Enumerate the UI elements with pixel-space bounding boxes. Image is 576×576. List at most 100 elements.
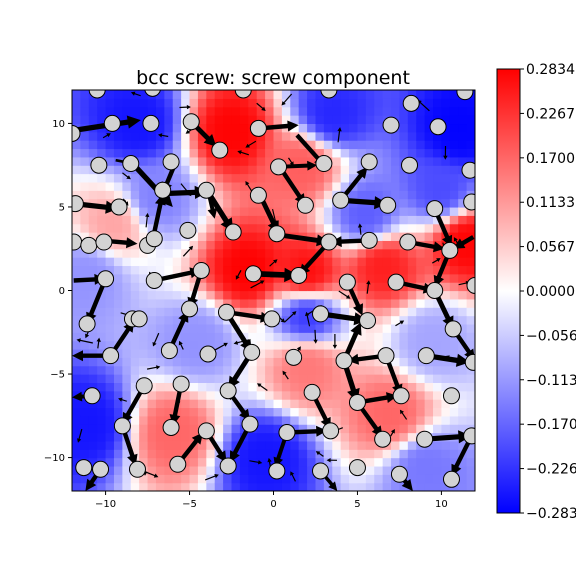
field-cell: [332, 432, 342, 442]
field-cell: [307, 315, 317, 325]
field-cell: [449, 298, 459, 308]
atom-marker: [102, 347, 120, 365]
field-cell: [197, 307, 207, 317]
field-cell: [349, 265, 359, 275]
field-cell: [374, 315, 384, 325]
field-cell: [130, 282, 140, 292]
field-cell: [80, 382, 90, 392]
small-displacement-arrow: [245, 140, 257, 148]
field-cell: [357, 248, 367, 258]
field-cell: [298, 307, 308, 317]
y-tick-label: −5: [50, 370, 65, 381]
field-cell: [147, 357, 157, 367]
field-cell: [139, 357, 149, 367]
field-cell: [273, 382, 283, 392]
field-cell: [256, 257, 266, 267]
field-cell: [307, 90, 317, 99]
field-cell: [139, 415, 149, 425]
field-cell: [273, 298, 283, 308]
displacement-arrows: [72, 91, 475, 491]
small-displacement-arrow: [118, 397, 127, 402]
field-cell: [466, 315, 475, 325]
field-cell: [72, 382, 81, 392]
field-cell: [466, 156, 475, 166]
field-cell: [214, 106, 224, 116]
field-cell: [231, 215, 241, 225]
field-cell: [323, 282, 333, 292]
field-cell: [113, 223, 123, 233]
field-cell: [72, 90, 81, 99]
field-cell: [105, 265, 115, 275]
field-cell: [256, 206, 266, 216]
field-cell: [72, 449, 81, 459]
field-cell: [181, 240, 191, 250]
field-cell: [147, 257, 157, 267]
field-cell: [189, 465, 199, 475]
field-cell: [416, 257, 426, 267]
field-cell: [239, 390, 249, 400]
field-cell: [357, 298, 367, 308]
field-cell: [357, 332, 367, 342]
field-cell: [105, 140, 115, 150]
field-cell: [382, 399, 392, 409]
field-cell: [365, 465, 375, 475]
field-cell: [147, 332, 157, 342]
field-cell: [323, 140, 333, 150]
field-cell: [105, 449, 115, 459]
field-cell: [399, 190, 409, 200]
field-cell: [113, 440, 123, 450]
field-cell: [239, 374, 249, 383]
field-cell: [374, 382, 384, 392]
field-cell: [197, 215, 207, 225]
field-cell: [273, 482, 283, 491]
field-cell: [399, 223, 409, 233]
field-cell: [281, 115, 291, 125]
field-cell: [332, 465, 342, 475]
field-cell: [113, 190, 123, 200]
field-cell: [315, 340, 325, 350]
field-cell: [449, 223, 459, 233]
field-cell: [214, 215, 224, 225]
field-cell: [323, 315, 333, 325]
field-cell: [332, 273, 342, 283]
atom-marker: [172, 375, 190, 393]
field-cell: [424, 374, 434, 383]
field-cell: [214, 265, 224, 275]
displacement-arrow: [86, 278, 108, 324]
atom-marker: [130, 310, 148, 328]
field-cell: [197, 282, 207, 292]
field-cell: [290, 332, 300, 342]
field-cell: [130, 374, 140, 383]
field-cell: [374, 415, 384, 425]
field-cell: [357, 240, 367, 250]
field-cell: [231, 298, 241, 308]
field-cell: [164, 131, 174, 141]
field-cell: [197, 474, 207, 484]
atom-marker: [90, 156, 108, 174]
field-cell: [113, 457, 123, 467]
field-cell: [357, 106, 367, 116]
field-cell: [374, 215, 384, 225]
displacement-arrow: [395, 280, 435, 294]
field-cell: [382, 156, 392, 166]
field-cell: [332, 440, 342, 450]
field-cell: [449, 315, 459, 325]
field-cell: [97, 257, 107, 267]
field-cell: [298, 123, 308, 133]
field-cell: [248, 465, 258, 475]
field-cell: [164, 106, 174, 116]
field-cell: [340, 165, 350, 175]
field-cell: [458, 482, 468, 491]
field-cell: [248, 315, 258, 325]
field-cell: [424, 215, 434, 225]
field-cell: [315, 223, 325, 233]
field-cell: [407, 390, 417, 400]
field-cell: [391, 407, 401, 417]
atom-marker: [461, 161, 475, 179]
field-cell: [231, 140, 241, 150]
atom-marker: [426, 200, 444, 218]
field-cell: [466, 215, 475, 225]
atom-marker: [268, 462, 286, 480]
field-cell: [256, 115, 266, 125]
field-cell: [332, 390, 342, 400]
